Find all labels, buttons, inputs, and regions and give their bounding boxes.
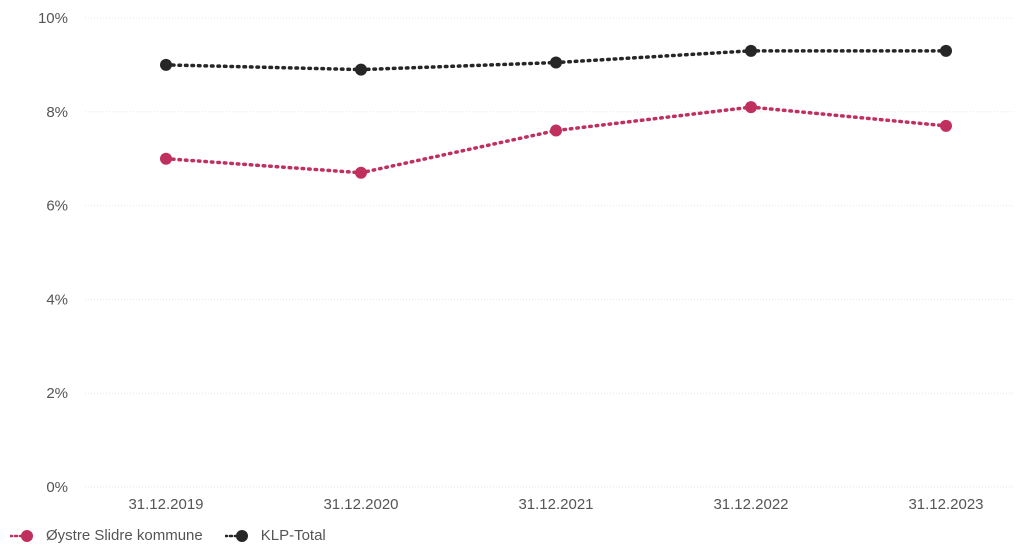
data-point (355, 166, 367, 179)
x-tick-label: 31.12.2019 (128, 496, 203, 513)
legend: Øystre Slidre kommune KLP-Total (10, 527, 348, 544)
legend-item-oystre-slidre[interactable]: Øystre Slidre kommune (10, 527, 203, 544)
x-tick-label: 31.12.2020 (323, 496, 398, 513)
data-point (940, 119, 952, 132)
data-point (550, 124, 562, 137)
legend-item-klp-total[interactable]: KLP-Total (224, 527, 326, 544)
data-point (160, 58, 172, 71)
data-point (745, 101, 757, 114)
series-line (164, 105, 948, 175)
y-tick-label: 0% (46, 479, 68, 496)
data-point (550, 56, 562, 69)
legend-swatch-oystre-slidre (10, 529, 33, 542)
y-tick-label: 8% (46, 104, 68, 121)
data-point (160, 152, 172, 165)
data-point (940, 44, 952, 57)
y-tick-label: 2% (46, 385, 68, 402)
x-tick-label: 31.12.2023 (908, 496, 983, 513)
x-tick-label: 31.12.2022 (713, 496, 788, 513)
y-tick-label: 4% (46, 291, 68, 308)
legend-label-oystre-slidre: Øystre Slidre kommune (46, 527, 203, 544)
data-point (745, 44, 757, 57)
data-point (355, 63, 367, 76)
legend-label-klp-total: KLP-Total (260, 527, 326, 544)
x-tick-label: 31.12.2021 (518, 496, 593, 513)
y-tick-label: 10% (38, 10, 68, 27)
legend-swatch-klp-total (224, 529, 248, 542)
y-tick-label: 6% (46, 198, 68, 215)
